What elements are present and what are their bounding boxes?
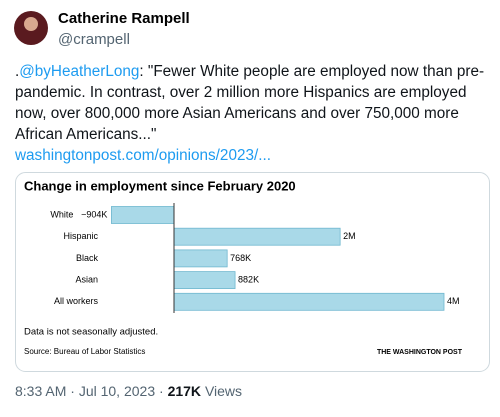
bar	[173, 292, 445, 311]
separator: ·	[70, 383, 75, 399]
chart-note: Data is not seasonally adjusted.	[24, 327, 158, 338]
bar	[111, 206, 175, 224]
value-label: 4M	[447, 296, 460, 306]
date[interactable]: Jul 10, 2023	[78, 383, 156, 399]
mention[interactable]: @byHeatherLong	[19, 63, 140, 80]
separator: ·	[159, 383, 164, 399]
chart-credit: THE WASHINGTON POST	[377, 349, 463, 356]
chart-title: Change in employment since February 2020	[24, 178, 296, 193]
bar	[173, 271, 236, 290]
tweet-text: .@byHeatherLong: "Fewer White people are…	[15, 61, 485, 166]
time[interactable]: 8:33 AM	[15, 383, 67, 399]
author-name[interactable]: Catherine Rampell	[58, 10, 190, 27]
link[interactable]: washingtonpost.com/opinions/2023/...	[15, 147, 271, 164]
tweet-meta: 8:33 AM · Jul 10, 2023 · 217K Views	[15, 383, 242, 399]
category-label: Black	[76, 253, 99, 263]
category-label: All workers	[54, 296, 99, 306]
bar	[173, 249, 228, 268]
category-label: Asian	[75, 274, 98, 284]
text: : "Fewer White people are employed now t…	[15, 63, 485, 143]
views: 217K	[167, 383, 202, 399]
plot: −904K White 2M Hispanic 768K Black 882K Asian 4M…	[50, 203, 460, 313]
value-label: 2M	[343, 231, 356, 241]
avatar-face	[24, 17, 38, 31]
card[interactable]	[15, 172, 490, 372]
category-label: White	[50, 209, 73, 219]
value-label: 768K	[230, 253, 251, 263]
bar	[173, 227, 341, 246]
value-label: −904K	[81, 209, 107, 219]
views-label: Views	[204, 383, 243, 399]
category-label: Hispanic	[63, 231, 98, 241]
chart-source: Source: Bureau of Labor Statistics	[24, 347, 145, 356]
prefix: .	[15, 63, 20, 80]
value-label: 882K	[238, 274, 259, 284]
author-handle[interactable]: @crampell	[58, 31, 130, 48]
